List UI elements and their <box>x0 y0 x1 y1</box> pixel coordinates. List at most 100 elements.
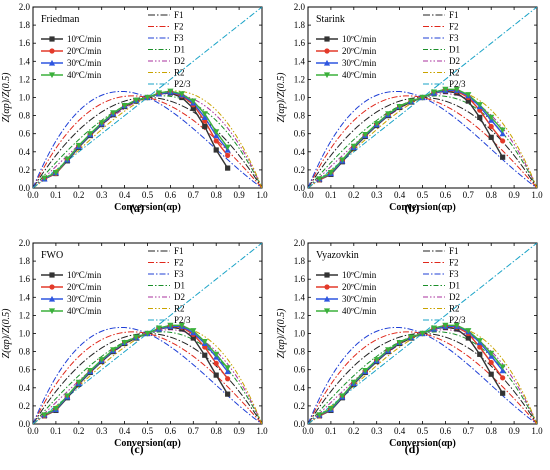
y-tick-label: 0.0 <box>19 419 31 429</box>
y-tick-label: 1.2 <box>19 74 30 84</box>
data-point <box>52 406 59 412</box>
data-point <box>488 123 494 130</box>
x-tick-label: 0.5 <box>417 426 429 436</box>
x-tick-label: 0.4 <box>119 426 131 436</box>
x-axis-label: Conversion(αp) <box>389 202 456 213</box>
data-point <box>202 352 208 358</box>
model-curve-f3 <box>33 326 262 424</box>
data-point <box>213 372 219 378</box>
legend-marker <box>48 72 56 79</box>
data-point <box>121 103 128 109</box>
data-point <box>385 111 392 117</box>
x-tick-label: 0.1 <box>325 426 336 436</box>
legend-label: 40ºC/min <box>67 70 102 80</box>
y-tick-label: 2.0 <box>294 238 306 248</box>
x-tick-label: 0.7 <box>188 190 200 200</box>
legend-label: 40ºC/min <box>67 306 102 316</box>
data-point <box>419 94 426 101</box>
data-point <box>178 91 185 97</box>
y-tick-label: 1.4 <box>294 292 306 302</box>
x-tick-label: 0.1 <box>325 190 336 200</box>
data-point <box>488 134 494 140</box>
y-tick-label: 1.6 <box>294 38 306 48</box>
data-point <box>190 335 196 341</box>
data-point <box>121 339 128 346</box>
legend-label: D2 <box>449 292 460 302</box>
data-point <box>373 357 380 363</box>
legend-label: 40ºC/min <box>342 306 377 316</box>
legend-marker <box>323 295 331 302</box>
y-tick-label: 1.6 <box>19 274 31 284</box>
x-tick-label: 0.5 <box>142 190 154 200</box>
data-point <box>64 156 71 163</box>
x-tick-label: 0.3 <box>96 426 108 436</box>
legend-marker <box>324 36 330 42</box>
panel-tag: (c) <box>130 442 143 456</box>
model-curve-p2-3 <box>33 7 262 188</box>
data-point <box>225 391 231 397</box>
y-tick-label: 0.8 <box>294 347 306 357</box>
legend-label: F3 <box>174 269 184 279</box>
data-point <box>465 98 471 104</box>
legend-label: D1 <box>449 45 460 55</box>
model-curve-f3 <box>33 90 262 188</box>
x-tick-label: 0.2 <box>73 426 84 436</box>
x-tick-label: 0.9 <box>233 190 245 200</box>
x-tick-label: 0.6 <box>440 426 452 436</box>
data-point <box>178 322 185 329</box>
x-tick-label: 0.3 <box>371 426 383 436</box>
y-tick-label: 0.8 <box>19 111 31 121</box>
data-point <box>442 322 449 329</box>
x-axis-label: Conversion(αp) <box>389 438 456 449</box>
x-tick-label: 0.7 <box>463 190 475 200</box>
legend-label: D1 <box>449 281 460 291</box>
data-point <box>64 393 71 400</box>
data-point <box>477 344 483 350</box>
x-tick-label: 0.8 <box>211 190 223 200</box>
x-tick-label: 0.0 <box>27 426 39 436</box>
y-axis-label: Z(αp)/Z(0.5) <box>276 72 287 123</box>
data-point <box>488 371 494 377</box>
x-tick-label: 0.1 <box>50 426 61 436</box>
legend-label: D2 <box>174 56 185 66</box>
y-tick-label: 1.2 <box>294 74 305 84</box>
legend-marker <box>324 272 330 278</box>
panel-tag: (b) <box>405 201 420 215</box>
model-curve-r2 <box>33 326 262 424</box>
data-point <box>201 111 208 117</box>
legend-label: 10ºC/min <box>342 270 377 280</box>
data-point <box>75 379 82 386</box>
x-tick-label: 0.2 <box>73 190 84 200</box>
legend-label: R2 <box>174 68 185 78</box>
panel-3: 0.0 0.1 0.2 0.3 0.4 0.5 0.6 0.7 0.8 0.9 1.0 0.0 0.2 0… <box>1 238 268 456</box>
data-point <box>488 359 494 366</box>
data-point <box>225 376 231 382</box>
data-point <box>419 330 426 337</box>
x-tick-label: 0.3 <box>371 190 383 200</box>
method-label: Starink <box>316 14 345 25</box>
x-tick-label: 0.6 <box>440 190 452 200</box>
data-point <box>488 350 495 357</box>
y-tick-label: 0.2 <box>294 165 305 175</box>
legend-label: P2/3 <box>449 315 466 325</box>
data-point <box>75 142 82 149</box>
data-point <box>396 339 403 346</box>
series-line-1 <box>44 92 229 180</box>
legend-marker <box>49 48 55 54</box>
y-tick-label: 2.0 <box>294 2 306 12</box>
data-point <box>477 351 483 357</box>
data-point <box>488 114 495 121</box>
model-curve-f1 <box>33 96 262 188</box>
legend-marker <box>323 308 331 315</box>
data-point <box>132 334 140 341</box>
data-point <box>144 330 151 337</box>
y-tick-label: 0.0 <box>294 419 306 429</box>
legend-label: D1 <box>174 45 185 55</box>
data-point <box>224 144 231 151</box>
legend-label: 10ºC/min <box>67 270 102 280</box>
legend-label: F1 <box>449 10 459 20</box>
legend-label: F1 <box>449 246 459 256</box>
data-point <box>362 132 369 138</box>
legend-label: 30ºC/min <box>67 58 102 68</box>
